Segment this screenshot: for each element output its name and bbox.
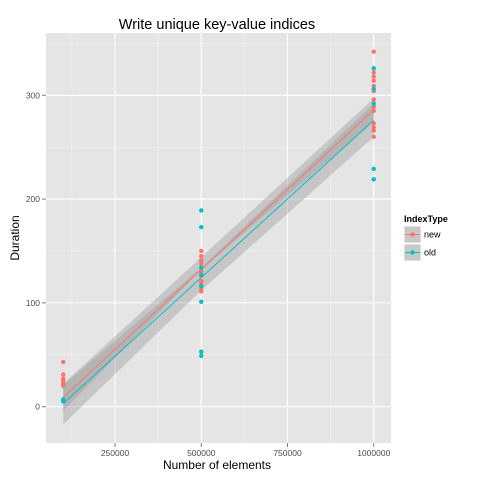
x-axis-ticks: 250000 500000 750000 1000000	[101, 443, 391, 458]
point-new	[199, 261, 204, 266]
point-new	[199, 253, 204, 259]
point-new	[371, 83, 376, 89]
data-points	[61, 49, 376, 404]
x-axis-title: Number of elements	[163, 458, 271, 472]
point-new	[199, 269, 204, 274]
point-old	[371, 66, 376, 71]
point-new	[371, 108, 376, 114]
y-axis-ticks: 0 100 200 300	[26, 90, 46, 412]
point-new	[371, 125, 376, 130]
point-new	[371, 128, 376, 133]
point-new	[61, 359, 66, 365]
point-old	[199, 349, 204, 354]
point-new	[371, 49, 376, 54]
chart-title: Write unique key-value indices	[119, 17, 315, 33]
legend-title: IndexType	[404, 214, 448, 224]
y-axis-title: Duration	[8, 215, 22, 260]
point-old	[199, 353, 204, 359]
fit-line-old	[62, 119, 375, 404]
point-old	[199, 284, 204, 289]
y-tick-label: 0	[35, 402, 40, 412]
legend-label-old: old	[424, 248, 436, 258]
point-new	[199, 289, 204, 294]
point-new	[371, 121, 376, 126]
point-old	[61, 399, 66, 404]
point-new	[61, 372, 66, 377]
x-tick-label: 750000	[273, 448, 302, 458]
fit-lines	[62, 109, 375, 404]
point-new	[199, 280, 204, 286]
point-new	[371, 97, 376, 102]
point-old	[199, 224, 204, 230]
point-old	[371, 177, 376, 182]
point-old	[371, 86, 376, 92]
y-tick-label: 200	[26, 194, 40, 204]
point-new	[371, 104, 376, 109]
legend-label-new: new	[424, 230, 441, 240]
ci-band-old	[63, 103, 374, 425]
point-new	[371, 74, 376, 79]
ci-band-new	[63, 98, 374, 411]
point-new	[61, 383, 66, 389]
point-old	[199, 208, 204, 213]
legend-key-point-new	[410, 232, 415, 237]
confidence-bands	[63, 98, 374, 425]
point-new	[199, 258, 204, 263]
x-tick-label: 500000	[187, 448, 216, 458]
point-old	[371, 101, 376, 106]
point-old	[199, 265, 204, 270]
grid-lines	[46, 33, 391, 443]
y-tick-label: 300	[26, 90, 40, 100]
point-new	[371, 134, 376, 139]
fit-line-new	[62, 109, 375, 398]
legend-keys: new old	[403, 225, 441, 262]
point-old	[199, 272, 204, 278]
point-new	[371, 70, 376, 75]
point-old	[371, 166, 376, 172]
legend: IndexType new old	[403, 214, 448, 262]
y-tick-label: 100	[26, 298, 40, 308]
legend-key-point-old	[410, 250, 415, 255]
point-new	[371, 78, 376, 83]
point-new	[199, 248, 204, 254]
x-tick-label: 1000000	[357, 448, 390, 458]
plot-panel	[46, 33, 391, 443]
point-old	[199, 299, 204, 305]
x-tick-label: 250000	[101, 448, 130, 458]
